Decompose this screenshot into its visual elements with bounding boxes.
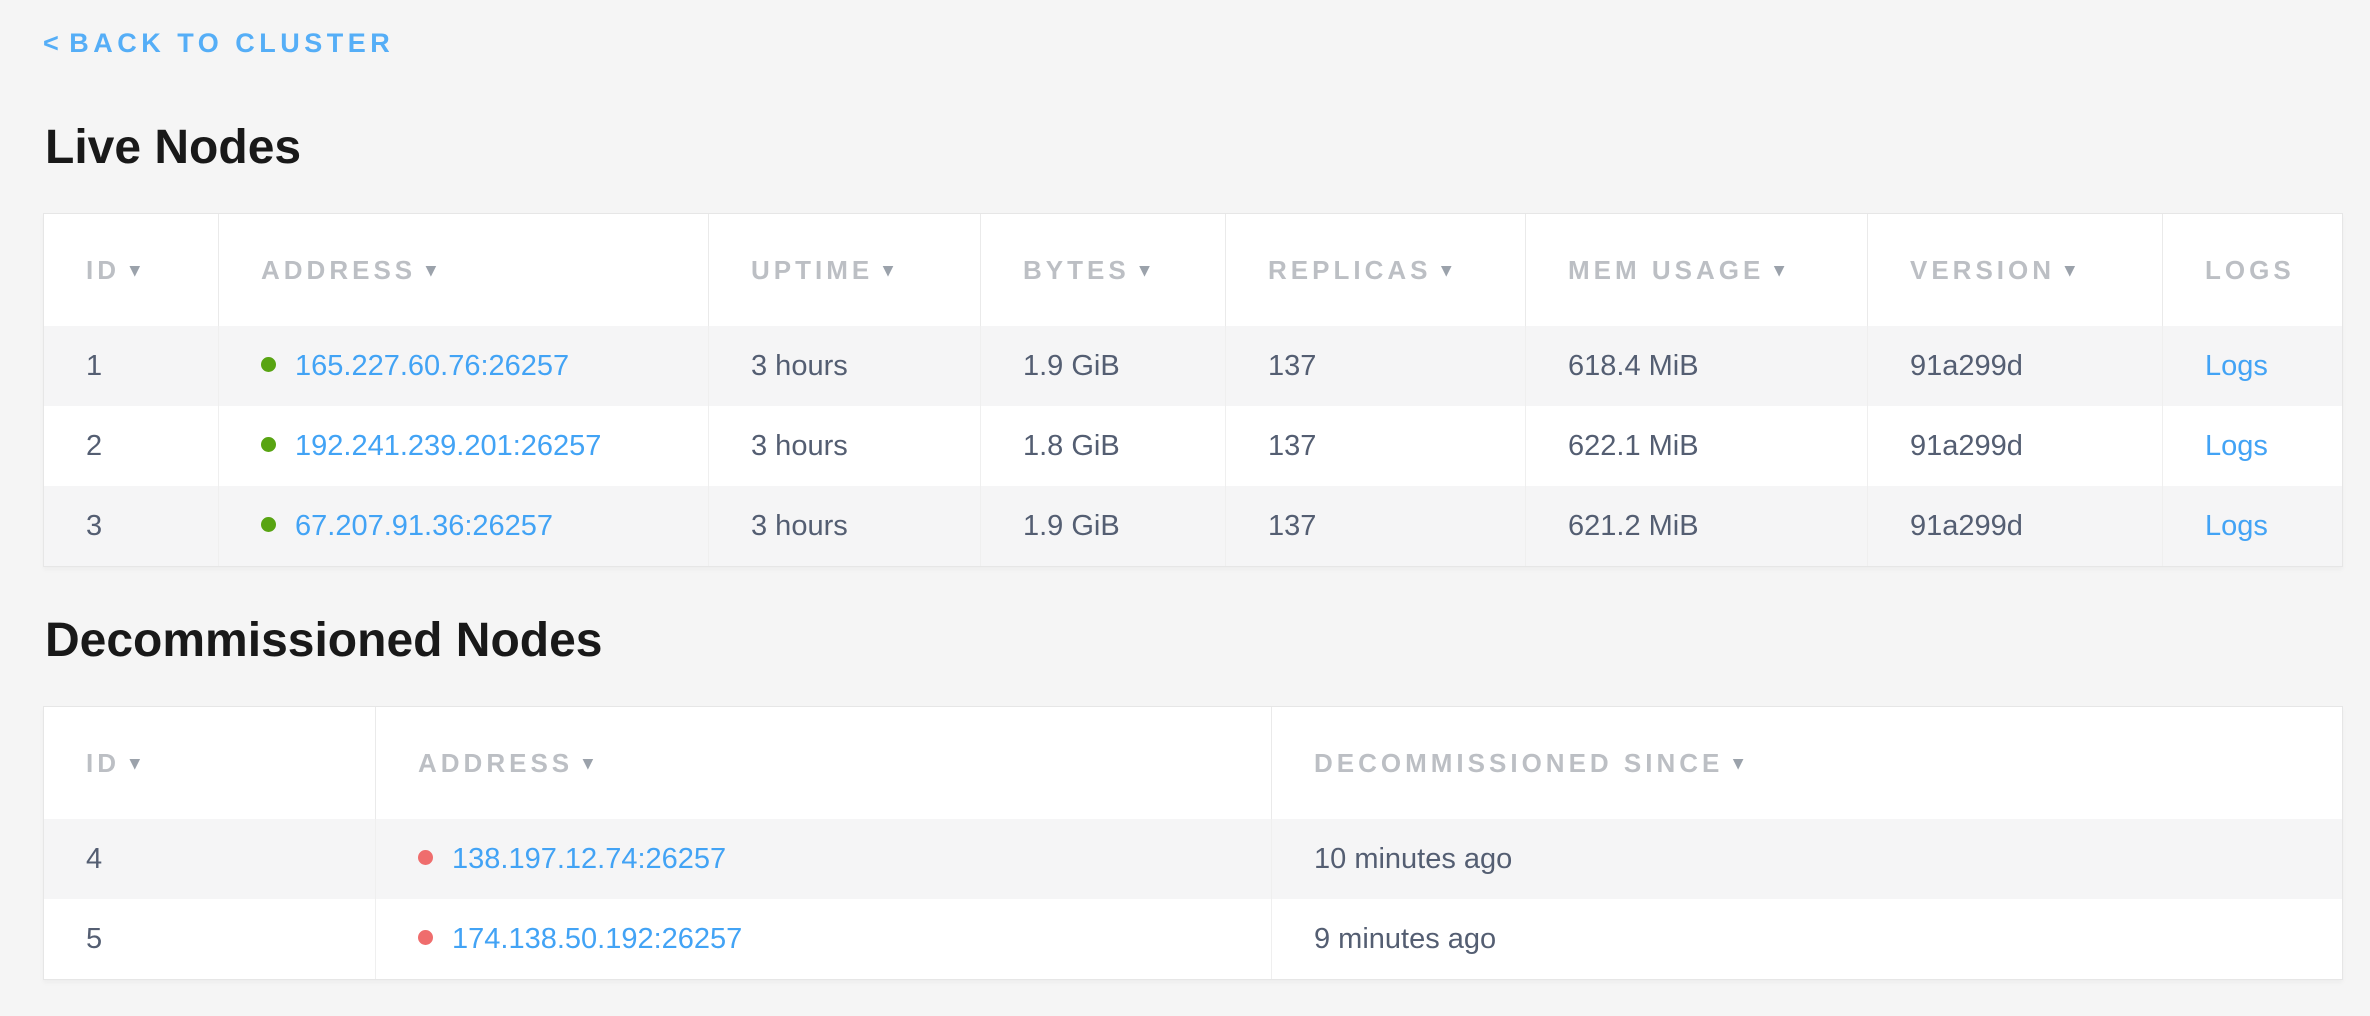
- cell-replicas: 137: [1225, 326, 1525, 406]
- cell-bytes: 1.8 GiB: [980, 406, 1225, 486]
- live-nodes-table-header: ID ▾ ADDRESS ▾ UPTIME ▾ BYTES ▾ REPLICAS ▾ ME…: [44, 214, 2342, 326]
- cell-logs: Logs: [2162, 406, 2342, 486]
- column-header-id[interactable]: ID ▾: [44, 707, 375, 819]
- cell-mem-usage: 618.4 MiB: [1525, 326, 1867, 406]
- logs-link[interactable]: Logs: [2205, 509, 2268, 542]
- column-header-mem-usage[interactable]: MEM USAGE ▾: [1525, 214, 1867, 326]
- column-header-logs: LOGS: [2162, 214, 2342, 326]
- cell-version: 91a299d: [1867, 406, 2162, 486]
- cell-decommissioned-since: 10 minutes ago: [1271, 819, 2342, 899]
- column-label: MEM USAGE: [1568, 254, 1765, 285]
- column-header-address[interactable]: ADDRESS ▾: [375, 707, 1271, 819]
- cell-uptime: 3 hours: [708, 406, 980, 486]
- sort-arrow-icon: ▾: [583, 752, 593, 774]
- cell-node-id: 1: [44, 326, 218, 406]
- cell-mem-usage: 622.1 MiB: [1525, 406, 1867, 486]
- cell-replicas: 137: [1225, 406, 1525, 486]
- column-header-replicas[interactable]: REPLICAS ▾: [1225, 214, 1525, 326]
- column-label: BYTES: [1023, 254, 1130, 285]
- cell-node-id: 4: [44, 819, 375, 899]
- back-to-cluster-link[interactable]: < BACK TO CLUSTER: [43, 26, 394, 60]
- cell-bytes: 1.9 GiB: [980, 486, 1225, 566]
- sort-arrow-icon: ▾: [2065, 259, 2075, 281]
- column-header-uptime[interactable]: UPTIME ▾: [708, 214, 980, 326]
- column-header-id[interactable]: ID ▾: [44, 214, 218, 326]
- cell-version: 91a299d: [1867, 486, 2162, 566]
- node-address-link[interactable]: 67.207.91.36:26257: [295, 509, 554, 542]
- chevron-left-icon: <: [43, 28, 64, 58]
- back-to-cluster-label: BACK TO CLUSTER: [69, 28, 395, 58]
- cell-mem-usage: 621.2 MiB: [1525, 486, 1867, 566]
- decommissioned-nodes-title: Decommissioned Nodes: [45, 614, 603, 667]
- cell-address: 67.207.91.36:26257: [218, 486, 708, 566]
- table-row: 5 174.138.50.192:26257 9 minutes ago: [44, 899, 2342, 979]
- cell-address: 174.138.50.192:26257: [375, 899, 1271, 979]
- column-label: ADDRESS: [261, 254, 417, 285]
- cell-node-id: 2: [44, 406, 218, 486]
- live-status-dot: [261, 437, 276, 453]
- sort-arrow-icon: ▾: [130, 259, 140, 281]
- cell-decommissioned-since: 9 minutes ago: [1271, 899, 2342, 979]
- cell-address: 192.241.239.201:26257: [218, 406, 708, 486]
- cell-version: 91a299d: [1867, 326, 2162, 406]
- column-header-decommissioned-since[interactable]: DECOMMISSIONED SINCE ▾: [1271, 707, 2342, 819]
- cell-logs: Logs: [2162, 486, 2342, 566]
- sort-arrow-icon: ▾: [883, 259, 893, 281]
- cell-logs: Logs: [2162, 326, 2342, 406]
- table-row: 4 138.197.12.74:26257 10 minutes ago: [44, 819, 2342, 899]
- node-address-link[interactable]: 192.241.239.201:26257: [295, 429, 602, 462]
- cell-uptime: 3 hours: [708, 486, 980, 566]
- sort-arrow-icon: ▾: [1139, 259, 1150, 281]
- sort-arrow-icon: ▾: [1441, 259, 1452, 281]
- sort-arrow-icon: ▾: [426, 259, 436, 281]
- table-row: 3 67.207.91.36:26257 3 hours 1.9 GiB 137…: [44, 486, 2342, 566]
- node-address-link[interactable]: 138.197.12.74:26257: [452, 842, 727, 875]
- table-row: 2 192.241.239.201:26257 3 hours 1.8 GiB …: [44, 406, 2342, 486]
- column-label: ID: [86, 747, 120, 778]
- cell-replicas: 137: [1225, 486, 1525, 566]
- cell-address: 165.227.60.76:26257: [218, 326, 708, 406]
- logs-link[interactable]: Logs: [2205, 349, 2268, 382]
- column-label: ADDRESS: [418, 747, 574, 778]
- header-row: ID ▾ ADDRESS ▾ DECOMMISSIONED SINCE ▾: [44, 707, 2342, 819]
- column-label: LOGS: [2205, 254, 2295, 285]
- column-label: ID: [86, 254, 120, 285]
- sort-arrow-icon: ▾: [1774, 259, 1784, 281]
- column-header-version[interactable]: VERSION ▾: [1867, 214, 2162, 326]
- column-label: VERSION: [1910, 254, 2056, 285]
- column-header-address[interactable]: ADDRESS ▾: [218, 214, 708, 326]
- cell-node-id: 5: [44, 899, 375, 979]
- cell-bytes: 1.9 GiB: [980, 326, 1225, 406]
- decommissioned-nodes-table-header: ID ▾ ADDRESS ▾ DECOMMISSIONED SINCE ▾: [44, 707, 2342, 819]
- cell-uptime: 3 hours: [708, 326, 980, 406]
- column-label: DECOMMISSIONED SINCE: [1314, 747, 1724, 778]
- sort-arrow-icon: ▾: [130, 752, 140, 774]
- column-label: UPTIME: [751, 254, 874, 285]
- column-label: REPLICAS: [1268, 254, 1432, 285]
- live-status-dot: [261, 357, 276, 373]
- decommissioned-status-dot: [418, 850, 433, 866]
- cell-address: 138.197.12.74:26257: [375, 819, 1271, 899]
- live-nodes-title: Live Nodes: [45, 121, 302, 174]
- node-address-link[interactable]: 174.138.50.192:26257: [452, 922, 743, 955]
- column-header-bytes[interactable]: BYTES ▾: [980, 214, 1225, 326]
- decommissioned-status-dot: [418, 930, 433, 946]
- live-nodes-table: ID ▾ ADDRESS ▾ UPTIME ▾ BYTES ▾ REPLICAS ▾ ME…: [43, 213, 2343, 567]
- sort-arrow-icon: ▾: [1733, 752, 1743, 774]
- live-status-dot: [261, 517, 276, 533]
- cell-node-id: 3: [44, 486, 218, 566]
- node-address-link[interactable]: 165.227.60.76:26257: [295, 349, 570, 382]
- decommissioned-nodes-table: ID ▾ ADDRESS ▾ DECOMMISSIONED SINCE ▾ 4 138…: [43, 706, 2343, 980]
- logs-link[interactable]: Logs: [2205, 429, 2268, 462]
- table-row: 1 165.227.60.76:26257 3 hours 1.9 GiB 13…: [44, 326, 2342, 406]
- header-row: ID ▾ ADDRESS ▾ UPTIME ▾ BYTES ▾ REPLICAS ▾ ME…: [44, 214, 2342, 326]
